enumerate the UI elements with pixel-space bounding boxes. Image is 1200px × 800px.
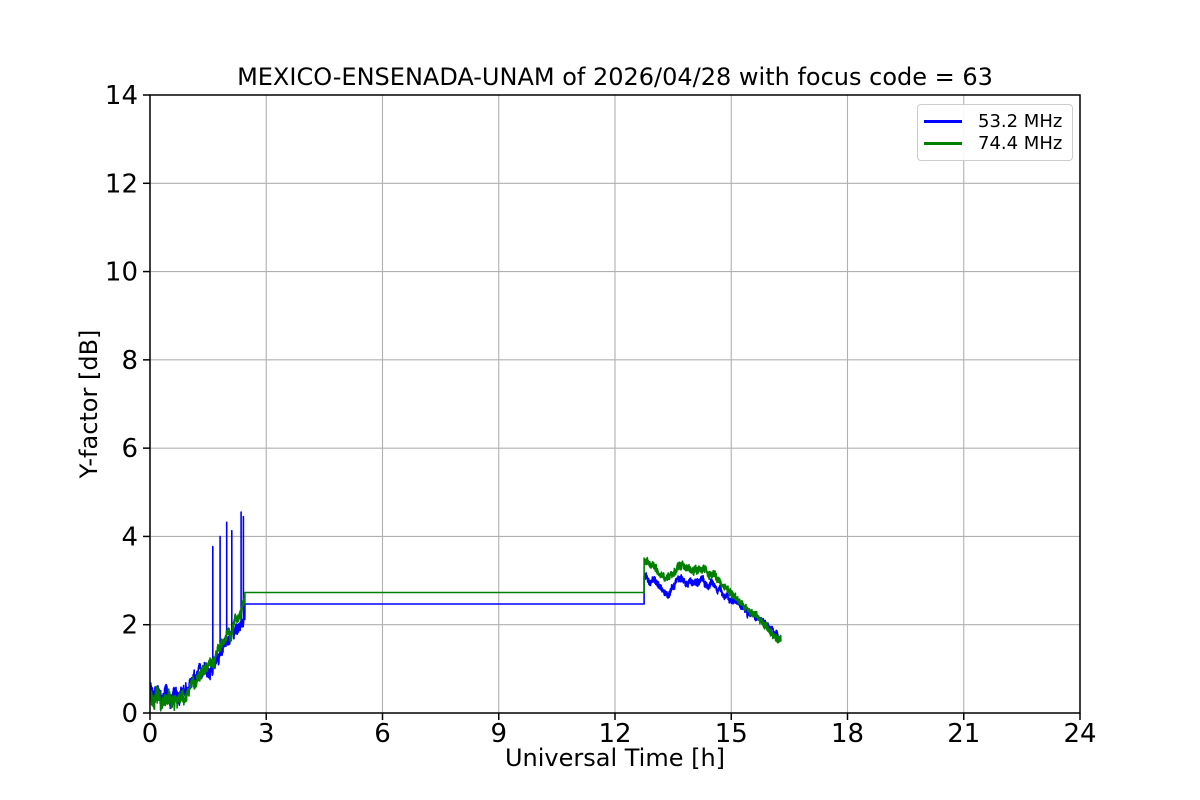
x-tick-label: 12 [598, 719, 631, 749]
x-tick-label: 0 [142, 719, 159, 749]
y-axis-label: Y-factor [dB] [75, 329, 103, 479]
x-tick-label: 24 [1063, 719, 1096, 749]
y-tick-label: 8 [121, 346, 138, 376]
chart-title: MEXICO-ENSENADA-UNAM of 2026/04/28 with … [237, 63, 993, 91]
legend-line-icon-74-4-mhz [924, 141, 962, 145]
x-axis-label: Universal Time [h] [504, 744, 726, 772]
y-tick-label: 6 [121, 434, 138, 464]
legend-label: 74.4 MHz [978, 132, 1063, 154]
y-tick-label: 10 [105, 258, 138, 288]
y-tick-label: 2 [121, 611, 138, 641]
y-tick-label: 4 [121, 522, 138, 552]
legend-item-74-4-mhz: 74.4 MHz [924, 132, 1062, 154]
x-tick-label: 21 [947, 719, 980, 749]
legend-item-53-2-mhz: 53.2 MHz [924, 110, 1062, 132]
y-tick-label: 0 [121, 699, 138, 729]
x-tick-label: 9 [490, 719, 507, 749]
series-74-4-mhz [150, 556, 782, 712]
legend-line-icon-53-2-mhz [924, 119, 962, 123]
x-tick-label: 3 [258, 719, 275, 749]
legend-label: 53.2 MHz [978, 110, 1063, 132]
x-tick-label: 18 [831, 719, 864, 749]
legend: 53.2 MHz 74.4 MHz [917, 104, 1073, 161]
y-tick-label: 12 [105, 169, 138, 199]
series-53-2-mhz [150, 511, 780, 710]
y-tick-label: 14 [105, 81, 138, 111]
x-tick-label: 15 [715, 719, 748, 749]
x-tick-label: 6 [374, 719, 391, 749]
